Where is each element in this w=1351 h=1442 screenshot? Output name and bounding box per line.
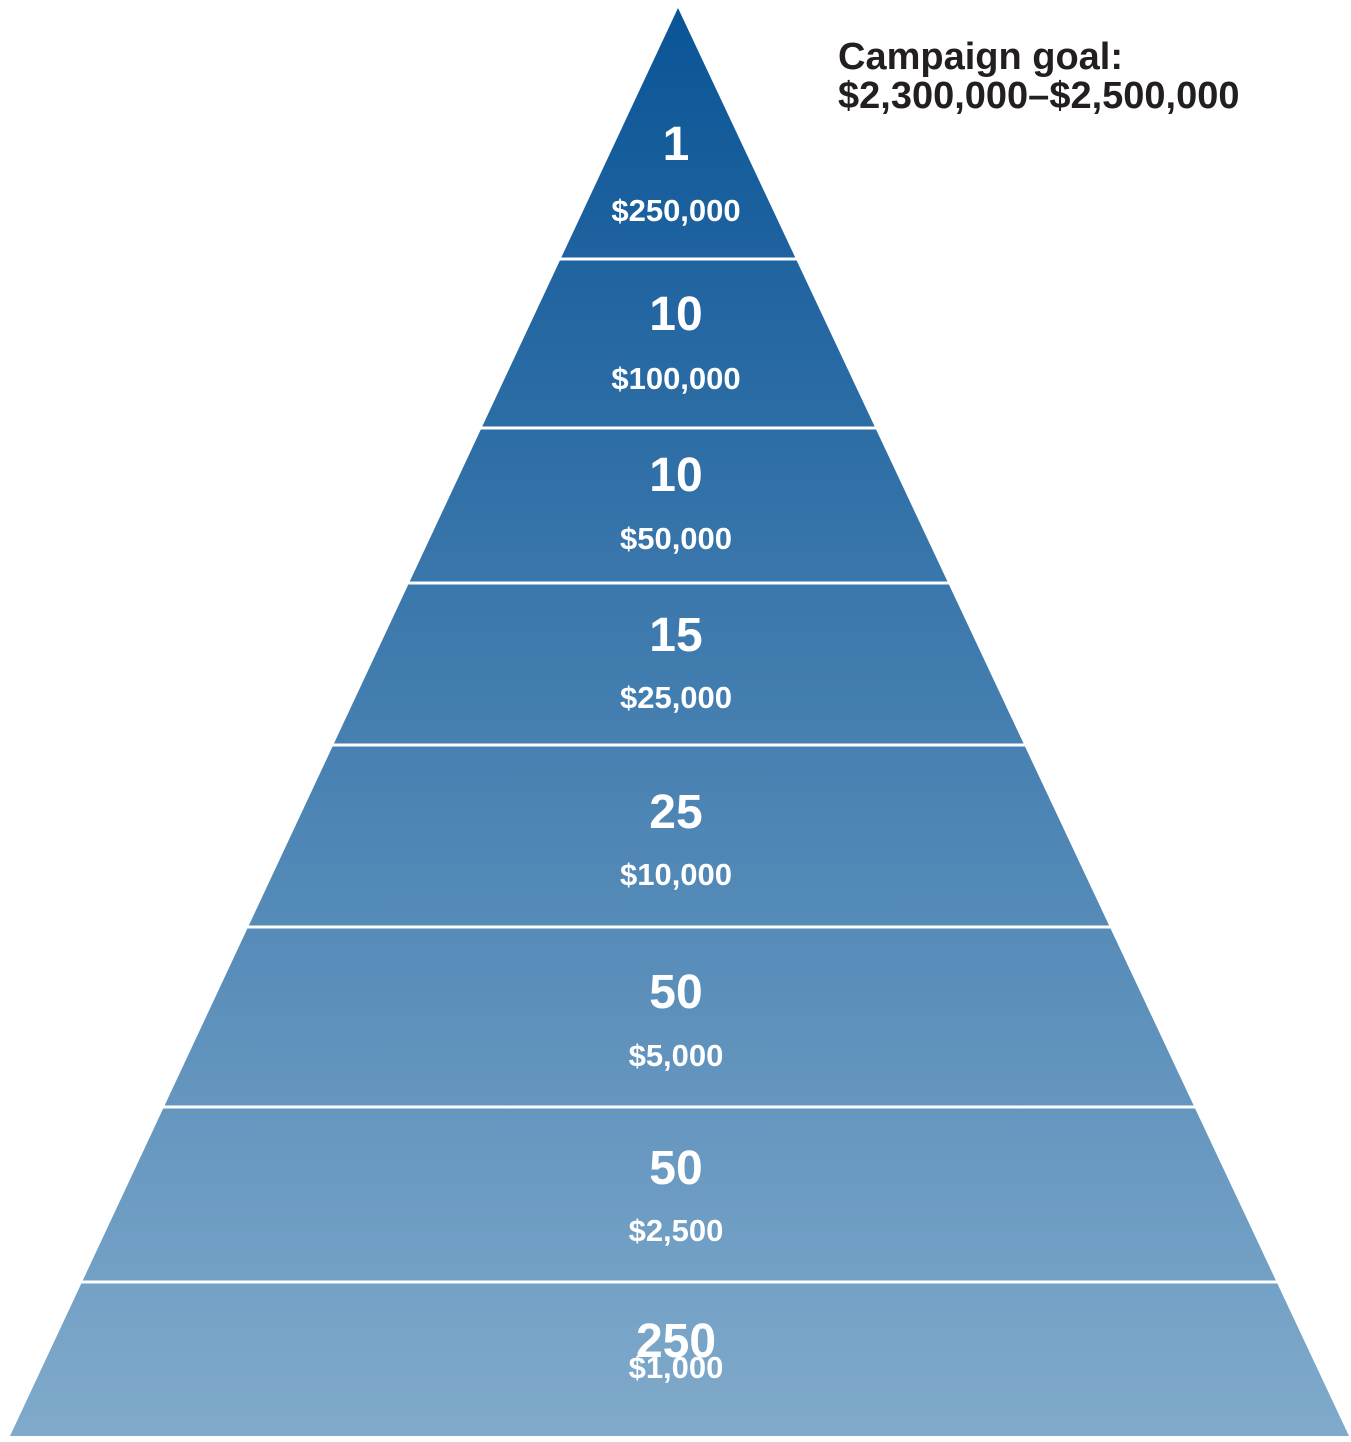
tier-gift-count: 50: [649, 1142, 702, 1195]
tier-2: 10 $100,000: [611, 288, 740, 396]
tier-7: 50 $2,500: [629, 1142, 724, 1248]
tier-gift-amount: $2,500: [629, 1213, 724, 1248]
tier-8: 250$1,000: [629, 1315, 724, 1385]
tier-gift-amount: $5,000: [629, 1038, 724, 1073]
tier-gift-count: 25: [649, 786, 702, 839]
tier-gift-count: 250: [636, 1315, 716, 1368]
tier-5: 25 $10,000: [620, 786, 732, 892]
tier-gift-amount: $25,000: [620, 680, 732, 715]
tier-gift-amount: $100,000: [611, 361, 740, 396]
tier-gift-count: 1: [663, 118, 690, 171]
tier-1: 1 $250,000: [611, 118, 740, 228]
tier-labels: 1 $250,000 10 $100,000 10 $50,000 15 $25,000 25 $…: [611, 118, 740, 1385]
tier-6: 50 $5,000: [629, 966, 724, 1073]
tier-gift-amount: $250,000: [611, 193, 740, 228]
pyramid-shape: [10, 8, 1349, 1436]
campaign-goal-label: Campaign goal:: [838, 36, 1124, 78]
tier-gift-count: 10: [649, 449, 702, 502]
tier-gift-count: 15: [649, 609, 702, 662]
tier-gift-amount: $10,000: [620, 857, 732, 892]
tier-3: 10 $50,000: [620, 449, 732, 556]
campaign-goal: Campaign goal: $2,300,000–$2,500,000: [838, 38, 1240, 116]
tier-4: 15 $25,000: [620, 609, 732, 715]
campaign-goal-range: $2,300,000–$2,500,000: [838, 75, 1240, 117]
tier-gift-amount: $1,000: [629, 1350, 724, 1385]
tier-gift-count: 10: [649, 288, 702, 341]
tier-gift-count: 50: [649, 966, 702, 1019]
tier-gift-amount: $50,000: [620, 521, 732, 556]
tier-dividers: [80, 257, 1279, 1284]
